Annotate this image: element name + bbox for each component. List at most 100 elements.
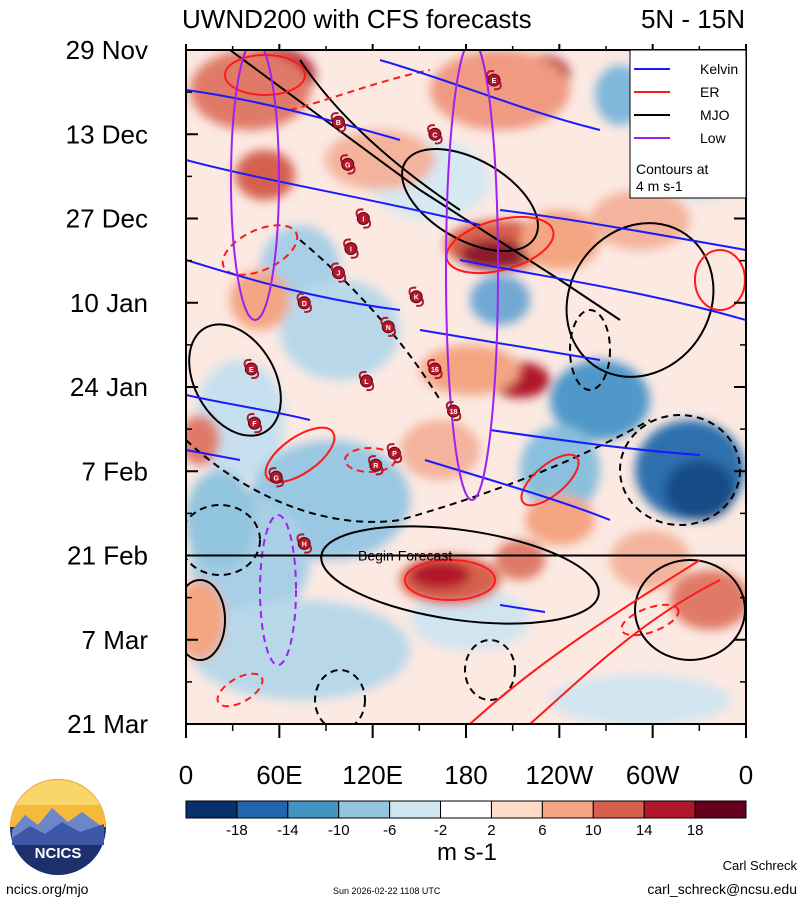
mjo-contour (299, 59, 461, 211)
storm-marker: C (427, 124, 443, 145)
chart-title: UWND200 with CFS forecasts (182, 4, 532, 34)
storm-label: E (492, 78, 497, 85)
storm-label: D (302, 301, 307, 308)
mjo-contour (188, 323, 282, 437)
er-contour (344, 447, 396, 473)
er-contour (216, 672, 264, 708)
colorbar-swatch (694, 800, 747, 819)
colorbar-label: 10 (585, 822, 602, 839)
mjo-contour (186, 579, 226, 661)
mjo-contour (619, 414, 741, 526)
chart-region: 5N - 15N (641, 4, 745, 34)
storm-marker: G (340, 154, 356, 175)
storm-label: 16 (431, 367, 439, 374)
colorbar-swatch (490, 800, 543, 819)
storm-marker: J (330, 262, 347, 283)
storm-label: I (362, 217, 364, 224)
storm-marker: E (486, 69, 502, 91)
colorbar-swatch (440, 800, 492, 819)
storm-label: B (336, 120, 341, 127)
mjo-contour (314, 669, 366, 724)
credit-email[interactable]: carl_schreck@ncsu.edu (647, 881, 797, 897)
colorbar-swatch (338, 800, 391, 819)
storm-label: R (373, 463, 378, 470)
storm-label: J (336, 271, 340, 278)
storm-label: L (364, 379, 369, 386)
kelvin-contour (499, 604, 546, 613)
kelvin-contour (379, 59, 601, 131)
colorbar-label: 2 (487, 822, 495, 839)
x-tick-label: 0 (179, 760, 193, 790)
mjo-contour (186, 504, 261, 576)
storm-marker: B (330, 112, 347, 133)
colorbar-swatch (287, 800, 340, 819)
storm-marker: F (246, 412, 263, 434)
ncics-logo: NCICS (10, 779, 106, 875)
x-tick-label: 120E (342, 760, 403, 790)
colorbar-label: 14 (636, 822, 653, 839)
er-contour (469, 559, 701, 724)
kelvin-contour (419, 329, 601, 361)
colorbar-swatch (185, 800, 238, 819)
low-contour (259, 514, 297, 666)
colorbar-swatch (643, 800, 696, 819)
storm-marker: H (296, 533, 312, 554)
er-contour (264, 426, 336, 484)
storm-markers: E B C G I I J D K N 16 E L 18 F P R G H (243, 69, 502, 554)
colorbar-units: m s-1 (437, 839, 497, 866)
mjo-contour (569, 309, 611, 391)
colorbar-swatch (541, 800, 594, 819)
storm-label: C (432, 132, 437, 139)
legend-label: MJO (700, 107, 730, 123)
kelvin-contour (186, 394, 311, 421)
storm-label: K (414, 295, 419, 302)
er-contour (520, 453, 580, 507)
storm-marker: E (243, 358, 260, 380)
site-url[interactable]: ncics.org/mjo (6, 881, 89, 897)
y-tick-label: 10 Jan (70, 288, 148, 318)
kelvin-contour (186, 449, 241, 461)
legend-note-1: Contours at (636, 161, 708, 177)
mjo-contour (464, 639, 516, 701)
y-tick-label: 21 Mar (67, 709, 148, 739)
storm-marker: P (386, 443, 403, 464)
storm-label: F (252, 421, 257, 428)
y-tick-label: 13 Dec (66, 119, 148, 149)
kelvin-contour (186, 89, 401, 141)
kelvin-contour (186, 159, 481, 226)
legend: Kelvin ER MJO Low Contours at 4 m s-1 (629, 49, 747, 199)
storm-label: G (345, 162, 351, 169)
kelvin-contour (489, 429, 701, 456)
colorbar: -18 -14 -10 -6 -2 2 6 10 14 18 (185, 800, 747, 839)
legend-label: Kelvin (700, 61, 738, 77)
colorbar-label: 6 (538, 822, 546, 839)
storm-marker: I (343, 238, 359, 259)
storm-marker: D (296, 292, 312, 313)
storm-label: G (273, 475, 279, 482)
forecast-label: Begin Forecast (358, 548, 452, 564)
x-tick-label: 0 (739, 760, 753, 790)
timestamp: Sun 2026-02-22 1108 UTC (333, 886, 441, 896)
er-contour (620, 603, 680, 637)
y-axis: 29 Nov 13 Dec 27 Dec 10 Jan 24 Jan 7 Feb 21 Fe… (66, 35, 746, 739)
storm-label: P (392, 451, 397, 458)
er-contour (529, 579, 721, 724)
kelvin-contour (424, 459, 611, 521)
storm-label: I (350, 247, 352, 254)
storm-marker: 16 (427, 358, 443, 380)
mjo-contour (401, 147, 539, 253)
storm-label: H (302, 541, 307, 548)
x-tick-label: 60E (256, 760, 302, 790)
y-tick-label: 21 Feb (67, 541, 148, 571)
low-contour (445, 50, 499, 501)
colorbar-label: 18 (687, 822, 704, 839)
colorbar-swatch (592, 800, 645, 819)
credit-author: Carl Schreck (722, 858, 797, 873)
colorbar-swatch (389, 800, 442, 819)
er-contour (221, 224, 299, 276)
er-contour (404, 559, 496, 601)
kelvin-contour (186, 259, 401, 311)
storm-label: 18 (450, 409, 458, 416)
legend-label: ER (700, 84, 719, 100)
